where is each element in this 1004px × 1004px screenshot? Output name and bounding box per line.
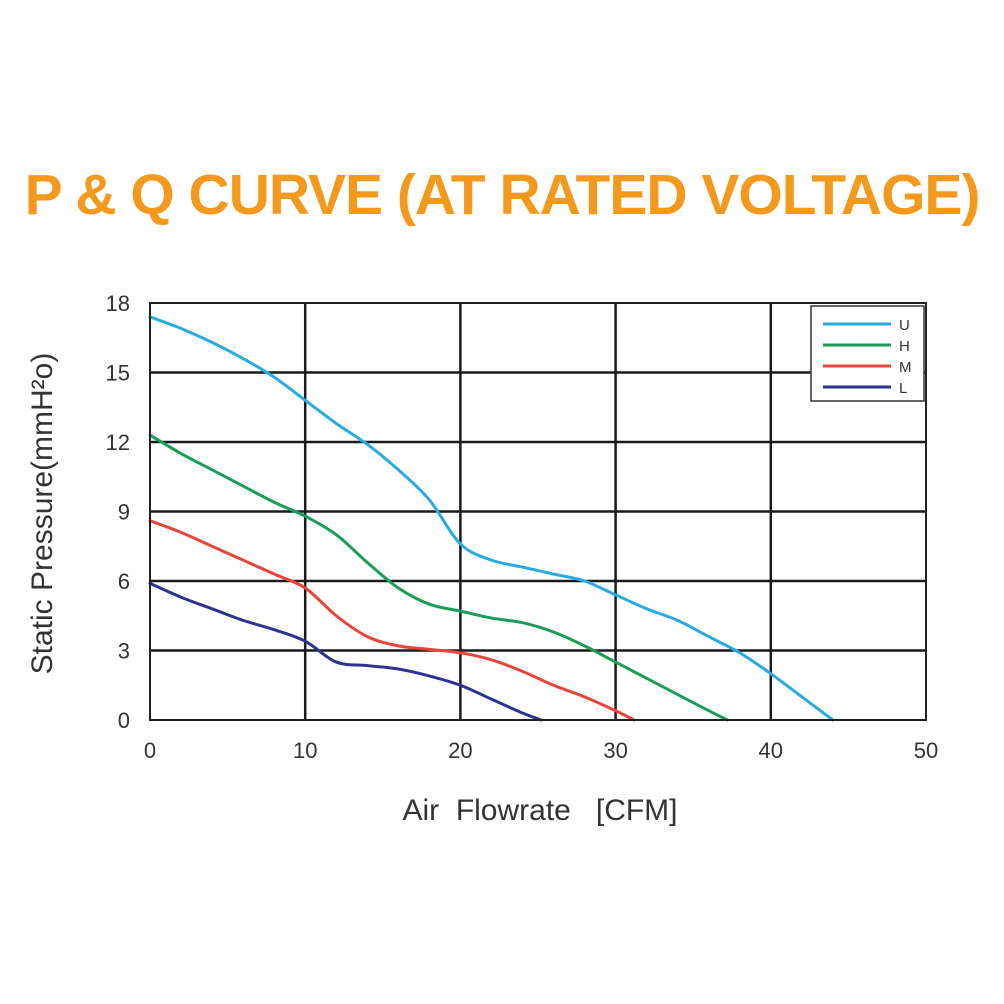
chart-title: P & Q CURVE (AT RATED VOLTAGE) bbox=[24, 163, 981, 227]
y-tick-label: 18 bbox=[106, 291, 130, 316]
legend-label-l: L bbox=[899, 380, 907, 397]
y-tick-label: 9 bbox=[118, 500, 130, 525]
series-line-m bbox=[148, 519, 636, 722]
y-tick-label: 3 bbox=[118, 639, 130, 664]
x-tick-label: 10 bbox=[293, 738, 317, 763]
y-tick-label: 15 bbox=[106, 361, 130, 386]
grid-lines bbox=[150, 303, 926, 720]
x-axis-label: Air Flowrate [CFM] bbox=[402, 794, 677, 827]
series-line-u bbox=[148, 315, 835, 722]
plot-frame bbox=[149, 302, 927, 721]
y-tick-label: 0 bbox=[118, 708, 130, 733]
y-tick-label: 6 bbox=[118, 569, 130, 594]
x-tick-label: 30 bbox=[603, 738, 627, 763]
x-tick-label: 20 bbox=[448, 738, 472, 763]
x-tick-label: 0 bbox=[144, 738, 156, 763]
series-line-l bbox=[148, 581, 543, 722]
y-tick-label: 12 bbox=[106, 430, 130, 455]
legend-box bbox=[810, 305, 925, 402]
series-line-h bbox=[148, 433, 729, 722]
series-lines bbox=[148, 315, 835, 722]
tick-labels: 0 10 20 30 40 50 0 3 6 9 12 15 18 bbox=[106, 291, 939, 763]
legend-label-u: U bbox=[899, 317, 910, 334]
y-axis-label: Static Pressure(mmH²o) bbox=[26, 353, 59, 675]
x-tick-label: 40 bbox=[759, 738, 783, 763]
legend-label-m: M bbox=[899, 359, 912, 376]
legend-label-h: H bbox=[899, 338, 910, 355]
x-tick-label: 50 bbox=[914, 738, 938, 763]
